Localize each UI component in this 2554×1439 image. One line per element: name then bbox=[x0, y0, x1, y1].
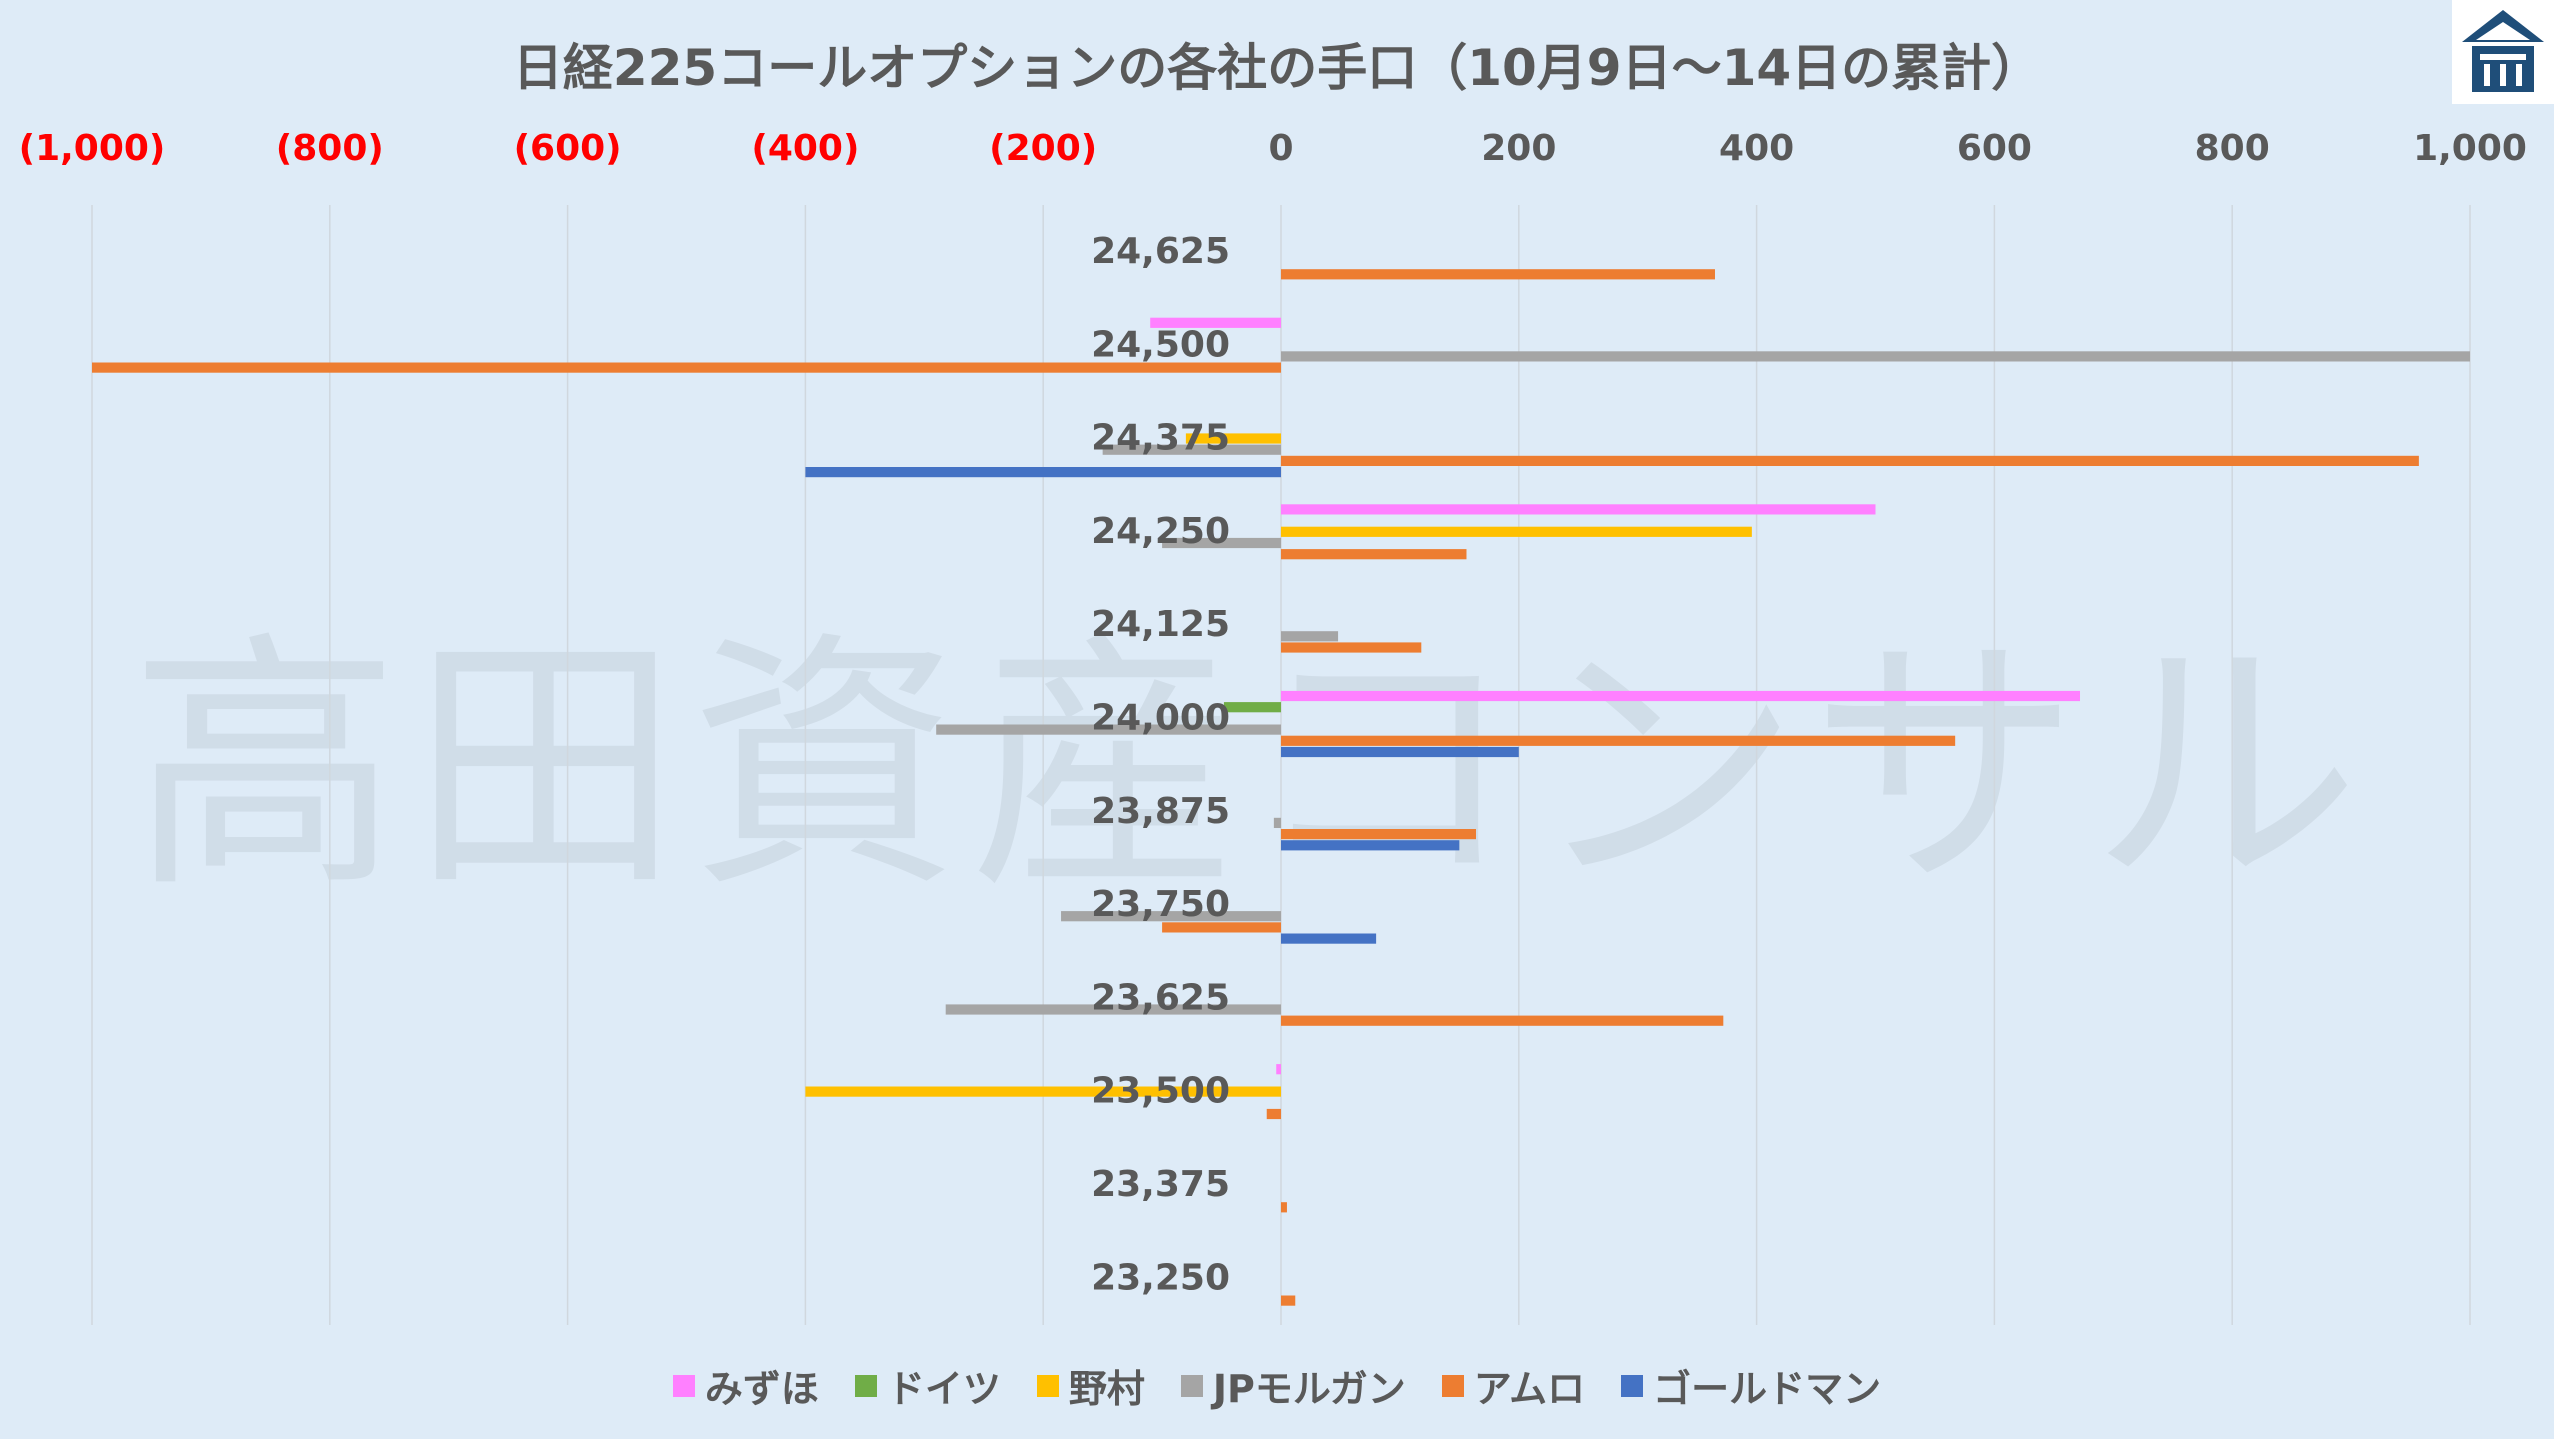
bar bbox=[1162, 922, 1281, 933]
logo bbox=[2452, 0, 2554, 104]
bar bbox=[1281, 351, 2470, 362]
legend-swatch bbox=[1621, 1374, 1644, 1397]
bar bbox=[1281, 631, 1339, 642]
bar bbox=[1281, 829, 1476, 840]
x-tick-label: 400 bbox=[1719, 128, 1794, 169]
bar bbox=[1281, 1015, 1724, 1026]
bar bbox=[1061, 911, 1281, 922]
bar bbox=[1266, 1108, 1281, 1120]
legend-item: ドイツ bbox=[854, 1358, 1001, 1413]
legend-swatch bbox=[854, 1374, 877, 1397]
legend-item: みずほ bbox=[672, 1358, 819, 1413]
legend-item: アムロ bbox=[1441, 1358, 1586, 1413]
bar bbox=[1150, 317, 1281, 328]
bar bbox=[1281, 840, 1460, 851]
x-tick-label: (200) bbox=[989, 128, 1097, 169]
bar bbox=[805, 467, 1281, 478]
bar bbox=[1281, 269, 1715, 280]
x-tick-label: (800) bbox=[276, 128, 384, 169]
legend-label: ドイツ bbox=[886, 1367, 1001, 1411]
legend-label: ゴールドマン bbox=[1653, 1367, 1882, 1411]
legend-swatch bbox=[1441, 1374, 1464, 1397]
bar bbox=[1281, 735, 1956, 746]
x-tick-label: 800 bbox=[2195, 128, 2270, 169]
bar bbox=[1281, 690, 2081, 702]
category-label: 24,250 bbox=[1091, 511, 1230, 552]
category-label: 23,750 bbox=[1091, 884, 1230, 925]
bar bbox=[1281, 526, 1752, 537]
legend-label: 野村 bbox=[1068, 1367, 1145, 1411]
category-label: 24,375 bbox=[1091, 418, 1230, 459]
x-tick-label: 0 bbox=[1268, 128, 1293, 169]
watermark: 高田資産コンサル bbox=[130, 609, 2370, 924]
legend-label: アムロ bbox=[1473, 1367, 1586, 1411]
legend-item: 野村 bbox=[1036, 1358, 1145, 1413]
category-label: 23,625 bbox=[1091, 977, 1230, 1018]
x-tick-label: 600 bbox=[1957, 128, 2032, 169]
category-label: 24,125 bbox=[1091, 604, 1230, 645]
category-label: 24,625 bbox=[1091, 231, 1230, 272]
legend-item: ゴールドマン bbox=[1621, 1358, 1881, 1413]
bar bbox=[945, 1004, 1281, 1015]
bar bbox=[1185, 433, 1281, 444]
x-tick-label: (600) bbox=[514, 128, 622, 169]
x-tick-label: 200 bbox=[1481, 128, 1556, 169]
legend-label: JPモルガン bbox=[1212, 1367, 1406, 1411]
legend-item: JPモルガン bbox=[1180, 1358, 1406, 1413]
bar bbox=[1281, 504, 1876, 515]
legend-swatch bbox=[1036, 1374, 1059, 1397]
category-label: 23,875 bbox=[1091, 791, 1230, 832]
bar bbox=[1162, 537, 1281, 549]
bar bbox=[1281, 746, 1519, 758]
legend-swatch bbox=[672, 1374, 695, 1397]
x-tick-label: (1,000) bbox=[19, 128, 166, 169]
bar bbox=[1281, 642, 1422, 653]
category-label: 24,000 bbox=[1091, 698, 1230, 739]
bar bbox=[1273, 817, 1281, 828]
x-tick-label: 1,000 bbox=[2413, 128, 2527, 169]
category-label: 23,250 bbox=[1091, 1257, 1230, 1298]
legend-label: みずほ bbox=[704, 1367, 819, 1411]
bar bbox=[1102, 444, 1281, 455]
legend-swatch bbox=[1180, 1374, 1203, 1397]
bar bbox=[1281, 1202, 1287, 1213]
legend: みずほ ドイツ 野村 JPモルガン アムロ ゴールドマン bbox=[0, 1358, 2554, 1413]
category-label: 23,500 bbox=[1091, 1071, 1230, 1112]
bar bbox=[1223, 702, 1281, 713]
bar bbox=[1281, 1295, 1296, 1306]
category-label: 23,375 bbox=[1091, 1164, 1230, 1205]
bar bbox=[1276, 1064, 1281, 1075]
bar bbox=[1281, 549, 1467, 560]
bar bbox=[92, 362, 1281, 373]
bar bbox=[805, 1086, 1281, 1097]
bar bbox=[1281, 933, 1377, 944]
chart-title: 日経225コールオプションの各社の手口（10月9日～14日の累計） bbox=[512, 39, 2042, 97]
bar bbox=[936, 724, 1281, 735]
x-tick-label: (400) bbox=[751, 128, 859, 169]
bar bbox=[1281, 455, 2419, 466]
category-label: 24,500 bbox=[1091, 324, 1230, 365]
